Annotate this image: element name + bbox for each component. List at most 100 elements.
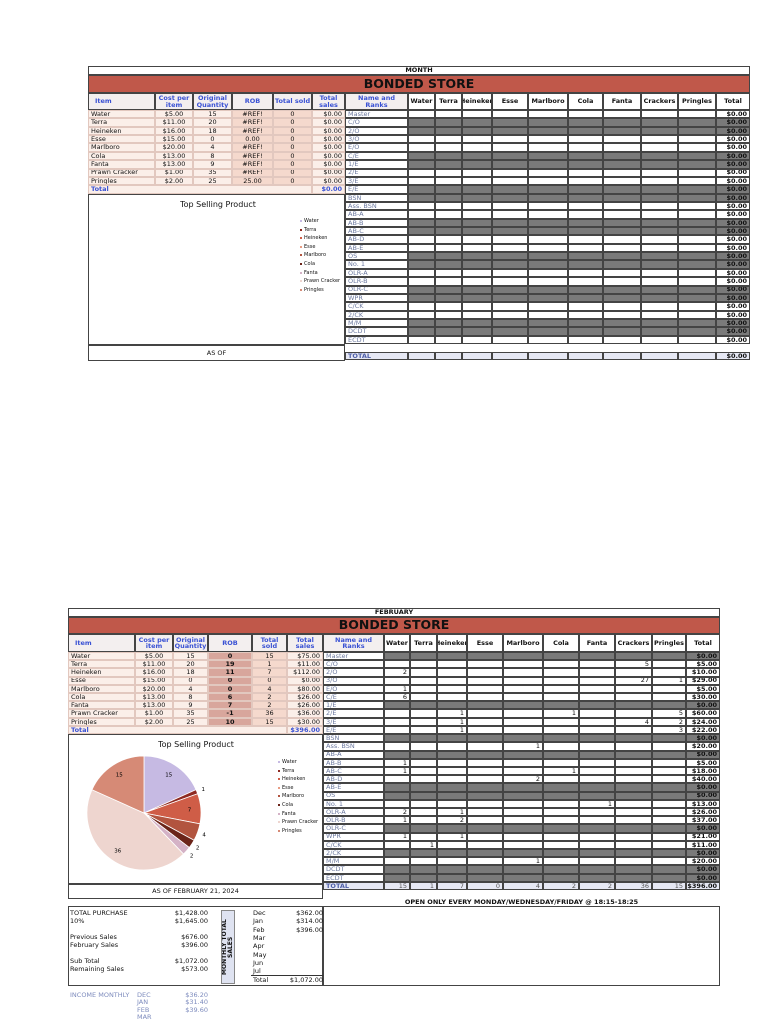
qty-cell xyxy=(603,277,641,286)
item-cell: 9 xyxy=(193,160,232,169)
qty-cell: 2 xyxy=(437,816,467,825)
qty-cell: 1 xyxy=(437,807,467,817)
item-cell: -1 xyxy=(208,709,252,718)
rank-total: $5.00 xyxy=(686,660,720,669)
qty-cell xyxy=(492,319,528,328)
legend-entry: Heineken xyxy=(300,236,327,241)
qty-cell xyxy=(467,701,503,710)
qty-cell xyxy=(568,135,603,144)
qty-cell xyxy=(615,865,652,874)
rank-total: $0.00 xyxy=(716,151,750,161)
column-header: Total sales xyxy=(312,93,345,110)
qty-cell xyxy=(603,110,641,119)
qty-cell xyxy=(678,135,716,144)
qty-cell xyxy=(435,135,462,144)
qty-cell xyxy=(603,160,641,169)
rank-name: 2/E xyxy=(345,168,408,177)
item-cell: $26.00 xyxy=(287,693,323,702)
qty-cell: 1 xyxy=(384,684,410,694)
rank-total: $0.00 xyxy=(716,302,750,311)
qty-cell xyxy=(467,660,503,669)
column-header: Terra xyxy=(435,93,462,110)
qty-cell xyxy=(603,285,641,294)
qty-cell xyxy=(492,293,528,303)
rank-total: $0.00 xyxy=(716,143,750,152)
qty-cell xyxy=(462,143,492,152)
qty-cell xyxy=(384,783,410,792)
qty-cell xyxy=(437,660,467,669)
data-label: 15 xyxy=(116,773,123,779)
qty-cell xyxy=(467,717,503,726)
item-cell: $15.00 xyxy=(155,135,193,144)
qty-cell xyxy=(503,652,543,661)
rank-name: C/O xyxy=(323,660,384,669)
qty-cell xyxy=(410,857,437,866)
item-cell: 9 xyxy=(173,701,208,710)
legend-entry: Pringles xyxy=(278,828,302,834)
qty-cell xyxy=(641,335,678,345)
qty-cell: 1 xyxy=(652,676,686,685)
qty-cell xyxy=(492,168,528,177)
qty-cell xyxy=(492,327,528,336)
qty-cell xyxy=(437,684,467,694)
qty-cell xyxy=(492,235,528,244)
item-cell: $26.00 xyxy=(287,701,323,710)
qty-cell xyxy=(579,807,615,817)
qty-cell xyxy=(435,193,462,202)
total-qty: 2 xyxy=(579,882,615,891)
qty-cell xyxy=(435,201,462,211)
qty-cell xyxy=(678,268,716,278)
qty-cell xyxy=(467,775,503,784)
chart-title: Top Selling Product xyxy=(158,740,234,749)
rank-total: $0.00 xyxy=(716,160,750,169)
item-cell: 0 xyxy=(208,676,252,685)
qty-cell xyxy=(678,168,716,177)
qty-cell xyxy=(641,252,678,261)
qty-cell xyxy=(435,235,462,244)
column-header: Marlboro xyxy=(528,93,568,110)
qty-cell xyxy=(503,750,543,759)
item-cell: $11.00 xyxy=(287,660,323,669)
item-cell: $0.00 xyxy=(312,160,345,169)
qty-cell xyxy=(467,824,503,833)
qty-cell xyxy=(467,791,503,800)
qty-cell: 1 xyxy=(437,709,467,718)
qty-cell xyxy=(492,268,528,278)
qty-cell xyxy=(435,327,462,336)
qty-cell xyxy=(462,319,492,328)
column-header: Cola xyxy=(543,634,579,652)
qty-cell xyxy=(410,832,437,841)
qty-cell xyxy=(462,135,492,144)
qty-cell xyxy=(678,227,716,236)
qty-cell xyxy=(467,840,503,850)
item-cell: 4 xyxy=(252,684,287,694)
qty-cell xyxy=(503,758,543,767)
column-header: Name and Ranks xyxy=(345,93,408,110)
qty-cell xyxy=(492,135,528,144)
qty-cell xyxy=(568,243,603,253)
qty-cell xyxy=(641,168,678,177)
qty-cell xyxy=(641,277,678,286)
qty-cell xyxy=(528,327,568,336)
qty-cell xyxy=(528,210,568,219)
grand-total: $0.00 xyxy=(716,352,750,361)
qty-cell xyxy=(435,293,462,303)
qty-cell xyxy=(437,783,467,792)
qty-cell xyxy=(543,734,579,743)
summary-label: February Sales xyxy=(70,941,119,949)
qty-cell xyxy=(678,252,716,261)
qty-cell xyxy=(410,750,437,759)
column-header: Pringles xyxy=(678,93,716,110)
qty-cell xyxy=(408,319,435,328)
rank-name: AB-D xyxy=(345,235,408,244)
qty-cell xyxy=(615,750,652,759)
qty-cell xyxy=(603,210,641,219)
column-header: Heineken xyxy=(437,634,467,652)
qty-cell xyxy=(410,758,437,767)
rank-total: $0.00 xyxy=(716,277,750,286)
column-header: Total sold xyxy=(273,93,312,110)
qty-cell xyxy=(384,742,410,751)
qty-cell xyxy=(467,873,503,882)
qty-cell xyxy=(652,849,686,858)
item-cell: $2.00 xyxy=(135,717,173,726)
